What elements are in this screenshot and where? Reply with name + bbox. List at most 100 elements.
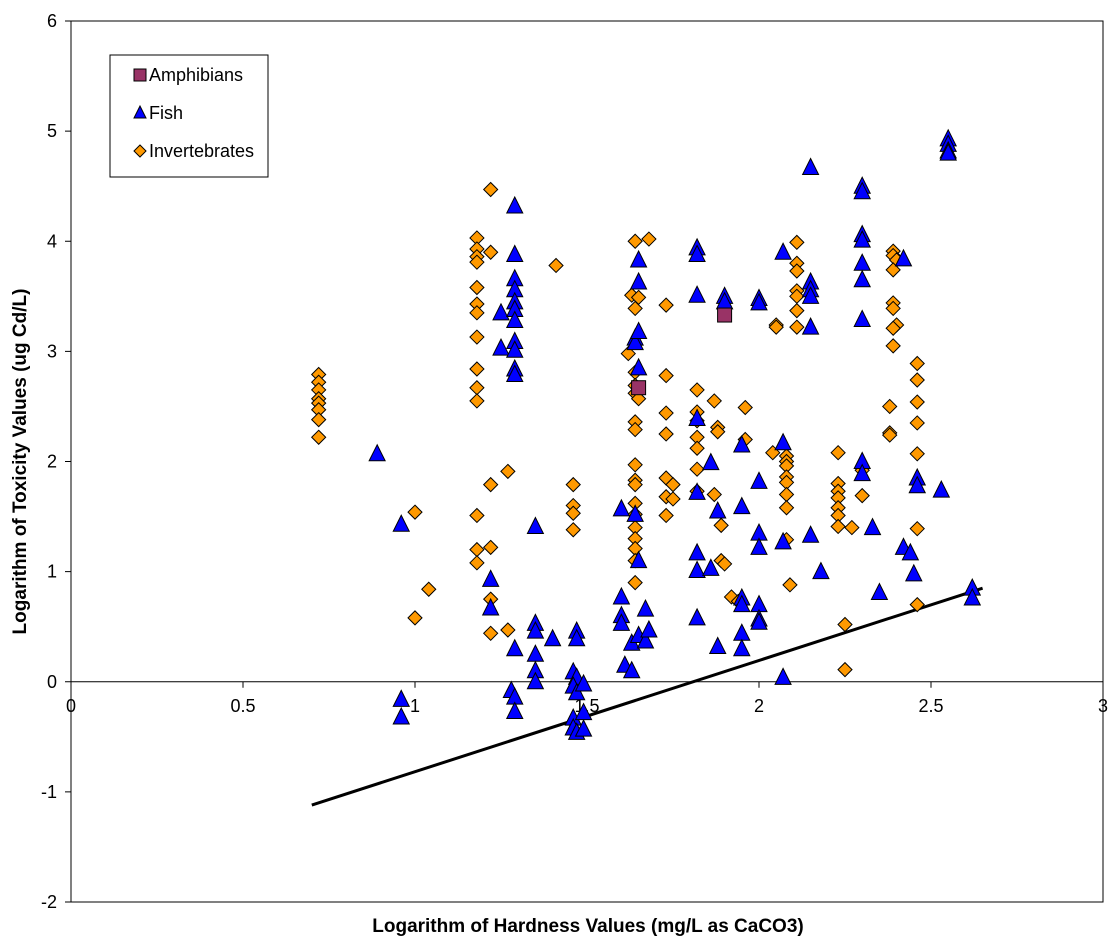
fish-point xyxy=(626,332,644,351)
fish-point xyxy=(932,480,951,498)
invertebrates-point xyxy=(469,361,485,377)
fish-point xyxy=(505,310,524,329)
invertebrates-point xyxy=(627,574,643,591)
fish-point xyxy=(636,630,655,649)
y-tick-label: -2 xyxy=(41,892,57,912)
invertebrates-point xyxy=(421,581,437,597)
invertebrates-point xyxy=(837,661,853,678)
fish-point xyxy=(629,321,648,340)
invertebrates-point xyxy=(482,625,499,642)
invertebrates-point xyxy=(882,427,898,443)
invertebrates-point xyxy=(310,429,327,445)
fish-point xyxy=(750,471,768,489)
fish-point xyxy=(392,706,411,725)
invertebrates-point xyxy=(630,391,647,407)
invertebrates-point xyxy=(469,254,485,270)
fish-point xyxy=(853,230,872,248)
y-tick-label: -1 xyxy=(41,782,57,802)
invertebrates-point xyxy=(789,234,805,251)
x-tick-label: 0.5 xyxy=(230,696,255,716)
fish-point xyxy=(901,542,920,561)
fish-point xyxy=(574,718,593,737)
fish-point xyxy=(574,673,593,692)
x-tick-label: 2.5 xyxy=(918,696,943,716)
invertebrates-point xyxy=(830,444,846,461)
fish-point xyxy=(612,613,631,631)
fish-point xyxy=(801,525,820,543)
invertebrates-point xyxy=(885,338,901,354)
invertebrates-point xyxy=(885,262,901,278)
invertebrates-point xyxy=(658,426,674,442)
invertebrates-point xyxy=(565,476,581,493)
fish-point xyxy=(774,531,792,550)
invertebrates-point xyxy=(789,302,805,319)
fish-point xyxy=(392,689,411,707)
fish-point xyxy=(629,357,648,376)
invertebrates-point xyxy=(658,367,674,384)
legend-label-fish: Fish xyxy=(149,103,183,123)
fish-point xyxy=(543,628,562,647)
fish-point xyxy=(853,309,872,327)
fish-point xyxy=(612,498,631,517)
invertebrates-point xyxy=(909,394,925,410)
fish-point xyxy=(702,452,720,471)
invertebrates-point xyxy=(565,522,581,538)
fish-point xyxy=(526,516,545,534)
fish-point xyxy=(505,701,524,719)
fish-point xyxy=(750,612,768,630)
invertebrates-point xyxy=(830,518,846,535)
fish-point xyxy=(629,249,648,268)
fish-point xyxy=(526,620,545,639)
invertebrates-point xyxy=(665,491,681,507)
x-tick-label: 2 xyxy=(754,696,764,716)
invertebrates-point xyxy=(837,616,853,633)
invertebrates-point xyxy=(768,319,784,335)
series-fish xyxy=(368,128,982,740)
fish-point xyxy=(688,542,706,561)
fish-point xyxy=(774,432,792,451)
fish-point xyxy=(505,638,524,657)
fish-point xyxy=(750,537,768,555)
fish-point xyxy=(481,597,500,616)
invertebrates-point xyxy=(407,504,423,520)
invertebrates-point xyxy=(909,415,925,431)
fish-point xyxy=(612,586,631,605)
invertebrates-point xyxy=(641,231,657,247)
fish-point xyxy=(505,195,524,214)
fish-point xyxy=(853,269,872,288)
invertebrates-point xyxy=(854,487,870,504)
fish-point xyxy=(505,364,524,383)
y-tick-label: 6 xyxy=(47,11,57,31)
fish-point xyxy=(567,628,586,647)
fish-point xyxy=(526,644,545,662)
fish-point xyxy=(688,408,706,427)
invertebrates-point xyxy=(909,446,925,462)
fish-point xyxy=(688,607,706,626)
invertebrates-point xyxy=(469,279,485,296)
y-tick-label: 3 xyxy=(47,341,57,361)
legend-marker-amphibians xyxy=(133,68,147,82)
fish-point xyxy=(939,143,958,161)
invertebrates-point xyxy=(710,424,726,440)
fish-point xyxy=(708,500,727,519)
fish-point xyxy=(481,569,500,587)
fish-point xyxy=(750,292,768,311)
fish-point xyxy=(732,496,751,515)
fish-point xyxy=(774,667,792,685)
fish-point xyxy=(853,463,872,482)
invertebrates-point xyxy=(689,440,705,456)
fish-point xyxy=(688,482,706,500)
fish-point xyxy=(392,514,411,532)
fish-point xyxy=(801,157,820,175)
x-tick-label: 1 xyxy=(410,696,420,716)
invertebrates-point xyxy=(689,382,705,398)
y-axis-title: Logarithm of Toxicity Values (ug Cd/L) xyxy=(10,289,31,635)
legend-marker-fish xyxy=(133,104,147,119)
invertebrates-point xyxy=(782,577,798,593)
fish-point xyxy=(688,244,706,262)
fish-point xyxy=(894,248,913,267)
invertebrates-point xyxy=(482,244,499,260)
y-tick-label: 4 xyxy=(47,231,57,251)
fish-point xyxy=(505,244,524,262)
x-axis-title: Logarithm of Hardness Values (mg/L as Ca… xyxy=(372,916,803,937)
